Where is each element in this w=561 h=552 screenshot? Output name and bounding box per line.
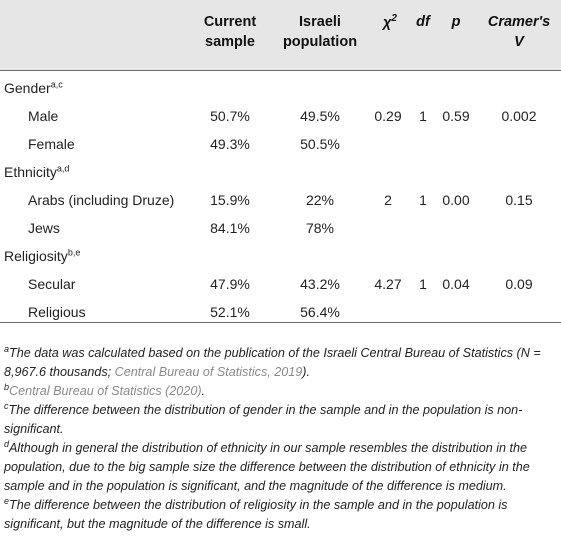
footnote-e: eThe difference between the distribution… — [4, 495, 508, 531]
cell-israeli-population: 43.2% — [300, 276, 340, 292]
header-p: p — [451, 14, 461, 30]
cell-israeli-population: 49.5% — [300, 108, 340, 124]
cell-cramers-v: 0.15 — [505, 192, 533, 208]
group-label-superscript: b,e — [67, 247, 81, 258]
group-label-superscript: a,d — [56, 163, 70, 174]
table-bottom-separator — [0, 322, 561, 323]
group-label: Gendera,c — [4, 74, 63, 102]
cell-current-sample: 49.3% — [210, 136, 250, 152]
header-israeli-population: Israeli population — [272, 12, 368, 52]
table-row: Religious 52.1% 56.4% — [0, 298, 561, 326]
cell-cramers-v: 0.09 — [505, 276, 533, 292]
cell-p: 0.00 — [442, 192, 470, 208]
footnote-d: dAlthough in general the distribution of… — [4, 438, 530, 493]
cell-israeli-population: 56.4% — [300, 304, 340, 320]
cell-current-sample: 84.1% — [210, 220, 250, 236]
cell-israeli-population: 78% — [305, 220, 335, 236]
group-row: Ethnicitya,d — [0, 158, 561, 186]
table-header-band — [0, 0, 561, 70]
table-footnotes: aThe data was calculated based on the pu… — [4, 344, 556, 534]
footnote-a: aThe data was calculated based on the pu… — [4, 343, 541, 379]
cell-p: 0.59 — [442, 108, 470, 124]
row-label: Jews — [28, 220, 60, 236]
header-chi-square: χ2 — [372, 13, 408, 33]
cell-chi-square: 0.29 — [374, 108, 402, 124]
group-row: Religiosityb,e — [0, 242, 561, 270]
cell-chi-square: 4.27 — [374, 276, 402, 292]
row-label: Male — [28, 108, 59, 124]
group-row: Gendera,c — [0, 74, 561, 102]
table-row: Jews 84.1% 78% — [0, 214, 561, 242]
footnote-b-reference-link[interactable]: Central Bureau of Statistics (2020) — [9, 384, 202, 398]
cell-current-sample: 52.1% — [210, 304, 250, 320]
header-separator — [0, 70, 561, 71]
header-israeli-line2: population — [282, 34, 358, 50]
cell-df: 1 — [419, 192, 427, 208]
group-label: Ethnicitya,d — [4, 158, 69, 186]
header-israeli-line1: Israeli — [299, 14, 341, 30]
table-row: Secular 47.9% 43.2% 4.27 1 0.04 0.09 — [0, 270, 561, 298]
header-cramers-line1: Cramer's — [487, 14, 551, 30]
footnote-b: bCentral Bureau of Statistics (2020). — [4, 381, 206, 398]
cell-chi-square: 2 — [384, 192, 392, 208]
header-df: df — [416, 14, 430, 30]
cell-current-sample: 47.9% — [210, 276, 250, 292]
header-cramers-line2: V — [514, 34, 524, 50]
group-label: Religiosityb,e — [4, 242, 80, 270]
header-current-sample: Current sample — [188, 12, 272, 52]
row-label: Female — [28, 136, 75, 152]
row-label: Arabs (including Druze) — [28, 192, 175, 208]
cell-df: 1 — [419, 108, 427, 124]
table-row: Male 50.7% 49.5% 0.29 1 0.59 0.002 — [0, 102, 561, 130]
header-current-line1: Current — [203, 14, 257, 30]
cell-current-sample: 50.7% — [210, 108, 250, 124]
table-row: Arabs (including Druze) 15.9% 22% 2 1 0.00 0.1… — [0, 186, 561, 214]
cell-df: 1 — [419, 276, 427, 292]
header-current-line2: sample — [205, 34, 255, 50]
cell-israeli-population: 22% — [305, 192, 335, 208]
cell-current-sample: 15.9% — [210, 192, 250, 208]
group-label-text: Ethnicity — [4, 164, 57, 180]
footnote-a-reference-link[interactable]: Central Bureau of Statistics, 2019 — [114, 365, 303, 379]
chi-symbol: χ — [383, 15, 392, 31]
group-label-superscript: a,c — [50, 79, 63, 90]
row-label: Religious — [28, 304, 86, 320]
table-row: Female 49.3% 50.5% — [0, 130, 561, 158]
group-label-text: Gender — [4, 80, 51, 96]
row-label: Secular — [28, 276, 76, 292]
footnote-c: cThe difference between the distribution… — [4, 400, 523, 436]
cell-israeli-population: 50.5% — [300, 136, 340, 152]
chi-superscript: 2 — [391, 13, 397, 25]
cell-p: 0.04 — [442, 276, 470, 292]
group-label-text: Religiosity — [4, 248, 68, 264]
header-cramers-v: Cramer's V — [478, 12, 560, 52]
cell-cramers-v: 0.002 — [501, 108, 537, 124]
